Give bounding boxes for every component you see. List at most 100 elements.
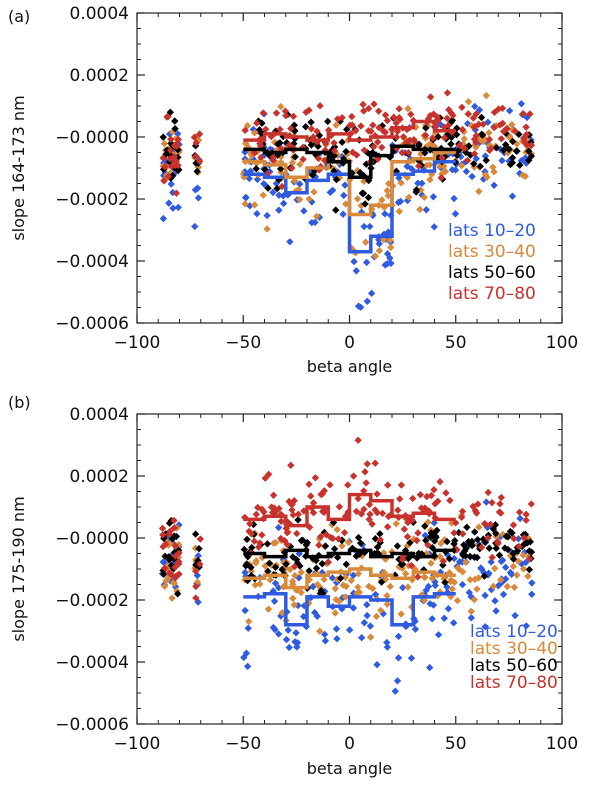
data-point: [427, 491, 436, 500]
data-point: [241, 126, 249, 135]
data-point: [399, 583, 407, 592]
series-4-step-line: [243, 119, 456, 142]
data-point: [457, 513, 466, 521]
data-point: [366, 510, 374, 518]
data-point: [371, 535, 380, 543]
data-point: [161, 540, 170, 548]
data-point: [490, 181, 498, 189]
data-point: [297, 568, 305, 576]
data-point: [267, 503, 276, 511]
data-point: [471, 102, 479, 111]
data-point: [459, 530, 467, 538]
data-point: [324, 117, 332, 126]
data-point: [453, 596, 462, 605]
data-point: [354, 494, 362, 503]
data-point: [263, 540, 272, 548]
data-point: [439, 557, 448, 565]
data-point: [254, 503, 262, 512]
y-tick-label: −0.0000: [55, 529, 129, 549]
data-point: [241, 606, 249, 615]
data-point: [255, 126, 264, 134]
x-axis-title: beta angle: [307, 759, 393, 778]
data-point: [416, 205, 424, 214]
data-point: [446, 577, 455, 586]
y-axis-title: slope 164-173 nm: [9, 95, 28, 240]
data-point: [511, 127, 519, 135]
data-point: [516, 161, 524, 169]
data-point: [445, 555, 454, 563]
data-point: [427, 529, 435, 537]
data-point: [433, 526, 441, 535]
data-point: [160, 177, 168, 185]
data-point: [349, 604, 358, 612]
data-point: [489, 582, 498, 591]
data-point: [328, 186, 337, 194]
data-point: [394, 506, 402, 514]
data-point: [381, 210, 389, 218]
data-point: [497, 135, 506, 143]
data-point: [434, 631, 443, 639]
data-point: [297, 536, 306, 545]
data-point: [428, 615, 436, 623]
data-point: [280, 199, 288, 208]
data-point: [196, 157, 204, 165]
data-point: [473, 585, 481, 593]
data-point: [245, 617, 253, 626]
data-point: [513, 147, 521, 155]
data-point: [354, 436, 362, 444]
data-point: [383, 523, 392, 531]
data-point: [461, 558, 470, 567]
data-point: [485, 544, 493, 552]
data-point: [431, 581, 439, 590]
data-point: [324, 558, 332, 566]
data-point: [450, 194, 458, 203]
data-point: [501, 563, 510, 572]
data-point: [168, 535, 177, 543]
legend-entry: lats 50–60: [448, 263, 536, 283]
data-point: [342, 582, 350, 591]
data-point: [522, 510, 530, 518]
data-point: [190, 133, 199, 141]
data-point: [499, 127, 508, 136]
data-point: [338, 542, 346, 550]
y-tick-label: −0.0004: [55, 653, 129, 673]
data-point: [338, 113, 346, 122]
data-point: [164, 553, 172, 561]
data-point: [258, 531, 266, 539]
data-point: [336, 574, 345, 582]
data-point: [321, 630, 329, 639]
data-point: [250, 537, 258, 545]
data-point: [495, 551, 504, 559]
data-point: [331, 609, 339, 617]
data-point: [436, 478, 444, 486]
data-point: [515, 542, 523, 551]
data-point: [340, 528, 349, 537]
data-point: [480, 572, 489, 580]
data-point: [161, 564, 169, 572]
data-point: [366, 633, 375, 641]
data-point: [502, 532, 510, 541]
data-point: [165, 199, 173, 207]
data-point: [417, 504, 426, 512]
data-point: [251, 129, 259, 137]
data-point: [525, 147, 533, 155]
data-point: [335, 503, 344, 511]
data-point: [173, 140, 181, 148]
data-point: [424, 582, 433, 591]
data-point: [484, 488, 492, 497]
data-point: [473, 535, 482, 544]
y-tick-label: −0.0006: [55, 314, 129, 334]
data-point: [386, 254, 394, 262]
x-tick-label: 50: [445, 333, 467, 353]
data-point: [362, 258, 371, 267]
data-point: [509, 562, 518, 571]
data-point: [474, 500, 482, 508]
x-tick-label: 0: [344, 734, 355, 754]
data-point: [286, 238, 294, 246]
data-point: [371, 252, 380, 260]
data-point: [443, 537, 451, 546]
data-point: [339, 210, 347, 218]
data-point: [522, 123, 530, 131]
data-point: [501, 575, 510, 583]
data-point: [393, 542, 402, 550]
